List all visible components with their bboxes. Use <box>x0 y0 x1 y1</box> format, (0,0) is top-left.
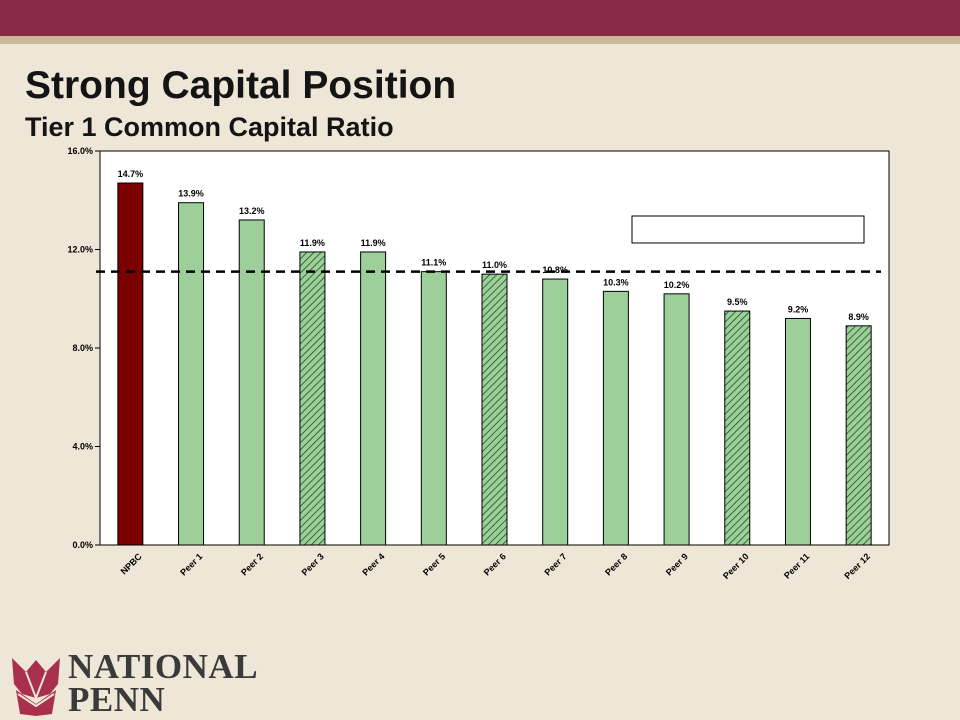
x-tick-label: Peer 2 <box>239 551 265 577</box>
data-label: 10.8% <box>542 265 568 275</box>
y-axis: 0.0% 4.0% 8.0% 12.0% 16.0% <box>67 146 100 550</box>
header-band <box>0 0 960 36</box>
legend-box <box>631 215 865 244</box>
data-label: 9.2% <box>788 304 809 314</box>
y-tick-label: 12.0% <box>67 245 93 255</box>
data-label: 14.7% <box>118 169 144 179</box>
bar-npbc <box>117 182 144 546</box>
bar-peer-3 <box>299 251 326 546</box>
y-tick-label: 4.0% <box>72 442 93 452</box>
slide-title: Strong Capital Position <box>25 64 457 107</box>
bar-peer-11 <box>784 317 811 546</box>
data-label: 11.1% <box>421 258 446 268</box>
y-tick-label: 8.0% <box>72 343 93 353</box>
data-label: 11.0% <box>482 260 507 270</box>
bar-peer-6 <box>481 273 508 546</box>
bar-peer-1 <box>178 202 205 546</box>
logo-line-1: NATIONAL <box>68 647 259 686</box>
national-penn-logo: NATIONAL PENN <box>8 647 268 719</box>
data-label: 11.9% <box>361 238 386 248</box>
data-label: 10.3% <box>603 277 629 287</box>
x-tick-label: NPBC <box>119 551 144 576</box>
logo-wordmark: NATIONAL PENN <box>68 647 259 719</box>
data-label: 13.2% <box>239 206 265 216</box>
header-stripe <box>0 36 960 44</box>
x-tick-label: Peer 6 <box>482 551 508 577</box>
x-tick-label: Peer 11 <box>782 551 811 580</box>
bar-peer-12 <box>845 325 872 546</box>
bar-peer-8 <box>602 290 629 546</box>
bar-peer-2 <box>238 219 265 546</box>
bar-peer-9 <box>663 293 690 546</box>
x-tick-label: Peer 8 <box>603 551 629 577</box>
bar-chart: 0.0% 4.0% 8.0% 12.0% 16.0% 14.7% 13.9% 13.2% 11… <box>67 146 890 581</box>
slide-subtitle: Tier 1 Common Capital Ratio <box>25 112 394 142</box>
data-label: 8.9% <box>848 312 869 322</box>
x-tick-label: Peer 1 <box>178 551 204 577</box>
logo-line-2: PENN <box>68 680 166 719</box>
y-tick-label: 0.0% <box>72 540 93 550</box>
x-axis: NPBC Peer 1 Peer 2 Peer 3 Peer 4 Peer 5 Peer 6… <box>119 551 872 581</box>
y-tick-label: 16.0% <box>67 146 93 156</box>
x-tick-label: Peer 7 <box>542 551 568 577</box>
data-label: 9.5% <box>727 297 748 307</box>
bar-peer-7 <box>542 278 569 546</box>
x-tick-label: Peer 9 <box>664 551 690 577</box>
bars <box>117 182 872 546</box>
bar-peer-10 <box>724 310 751 546</box>
data-label: 10.2% <box>664 280 690 290</box>
bar-peer-5 <box>420 271 447 546</box>
x-tick-label: Peer 4 <box>360 551 386 577</box>
x-tick-label: Peer 10 <box>721 551 751 581</box>
x-tick-label: Peer 5 <box>421 551 447 577</box>
data-labels: 14.7% 13.9% 13.2% 11.9% 11.9% 11.1% 11.0% 10.8%… <box>118 169 869 322</box>
bar-peer-4 <box>360 251 387 546</box>
x-tick-label: Peer 3 <box>300 551 326 577</box>
x-tick-label: Peer 12 <box>842 551 872 581</box>
data-label: 11.9% <box>300 238 325 248</box>
data-label: 13.9% <box>178 189 204 199</box>
lotus-logo-icon <box>12 658 60 716</box>
